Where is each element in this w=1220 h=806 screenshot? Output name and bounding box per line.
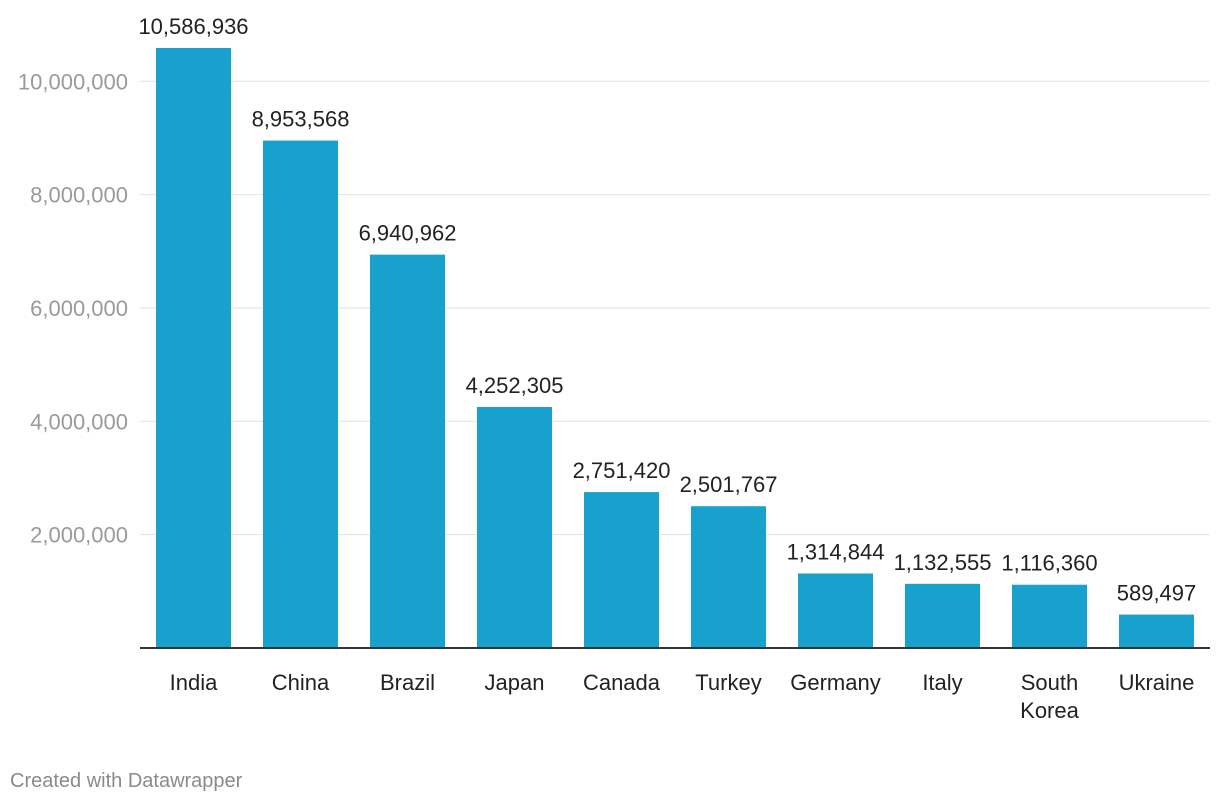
bar-value-label: 4,252,305 (466, 373, 564, 398)
x-tick-label-line: Turkey (695, 670, 761, 695)
bar-value-label: 1,314,844 (787, 539, 885, 564)
x-tick-label-line: China (272, 670, 330, 695)
y-tick-label: 2,000,000 (30, 523, 128, 548)
bar (798, 573, 873, 648)
x-tick-label-line: Canada (583, 670, 661, 695)
bar-value-label: 6,940,962 (359, 221, 457, 246)
x-tick-label-line: South (1021, 670, 1079, 695)
y-axis-ticks: 2,000,000 4,000,000 6,000,000 8,000,000 10,0… (18, 69, 128, 547)
bar (263, 140, 338, 648)
x-tick-label: Canada (583, 670, 661, 695)
bar (156, 48, 231, 648)
x-tick-label: Japan (485, 670, 545, 695)
bar (477, 407, 552, 648)
bar (584, 492, 659, 648)
y-tick-label: 8,000,000 (30, 183, 128, 208)
bar-value-label: 2,751,420 (573, 458, 671, 483)
x-tick-label-line: Japan (485, 670, 545, 695)
bar-value-label: 589,497 (1117, 581, 1197, 606)
bar-value-label: 2,501,767 (680, 472, 778, 497)
bar (1012, 584, 1087, 648)
bar-value-label: 8,953,568 (252, 107, 350, 132)
x-tick-label: Ukraine (1119, 670, 1195, 695)
x-tick-label: Germany (790, 670, 880, 695)
x-tick-label-line: Ukraine (1119, 670, 1195, 695)
credit-text: Created with Datawrapper (10, 770, 243, 792)
x-tick-label: China (272, 670, 330, 695)
x-tick-label-line: Brazil (380, 670, 435, 695)
bar (370, 254, 445, 648)
x-tick-label: South Korea (1020, 670, 1079, 723)
y-tick-label: 10,000,000 (18, 69, 128, 94)
bar-value-label: 10,586,936 (138, 14, 248, 39)
x-tick-label: Brazil (380, 670, 435, 695)
bar (1119, 614, 1194, 648)
bar (905, 583, 980, 648)
x-tick-label-line: Italy (922, 670, 962, 695)
x-tick-label: Turkey (695, 670, 761, 695)
bars (156, 48, 1194, 648)
x-axis-labels: India China Brazil Japan Canada Turkey Germany… (170, 670, 1195, 723)
x-tick-label-line: Germany (790, 670, 880, 695)
bar-value-label: 1,132,555 (894, 550, 992, 575)
bar (691, 506, 766, 648)
x-tick-label: Italy (922, 670, 962, 695)
x-tick-label-line: Korea (1020, 698, 1079, 723)
bar-value-label: 1,116,360 (1001, 551, 1097, 576)
y-tick-label: 4,000,000 (30, 409, 128, 434)
value-labels: 10,586,936 8,953,568 6,940,962 4,252,305 2,7… (138, 14, 1196, 606)
y-tick-label: 6,000,000 (30, 296, 128, 321)
x-tick-label: India (170, 670, 218, 695)
x-tick-label-line: India (170, 670, 218, 695)
